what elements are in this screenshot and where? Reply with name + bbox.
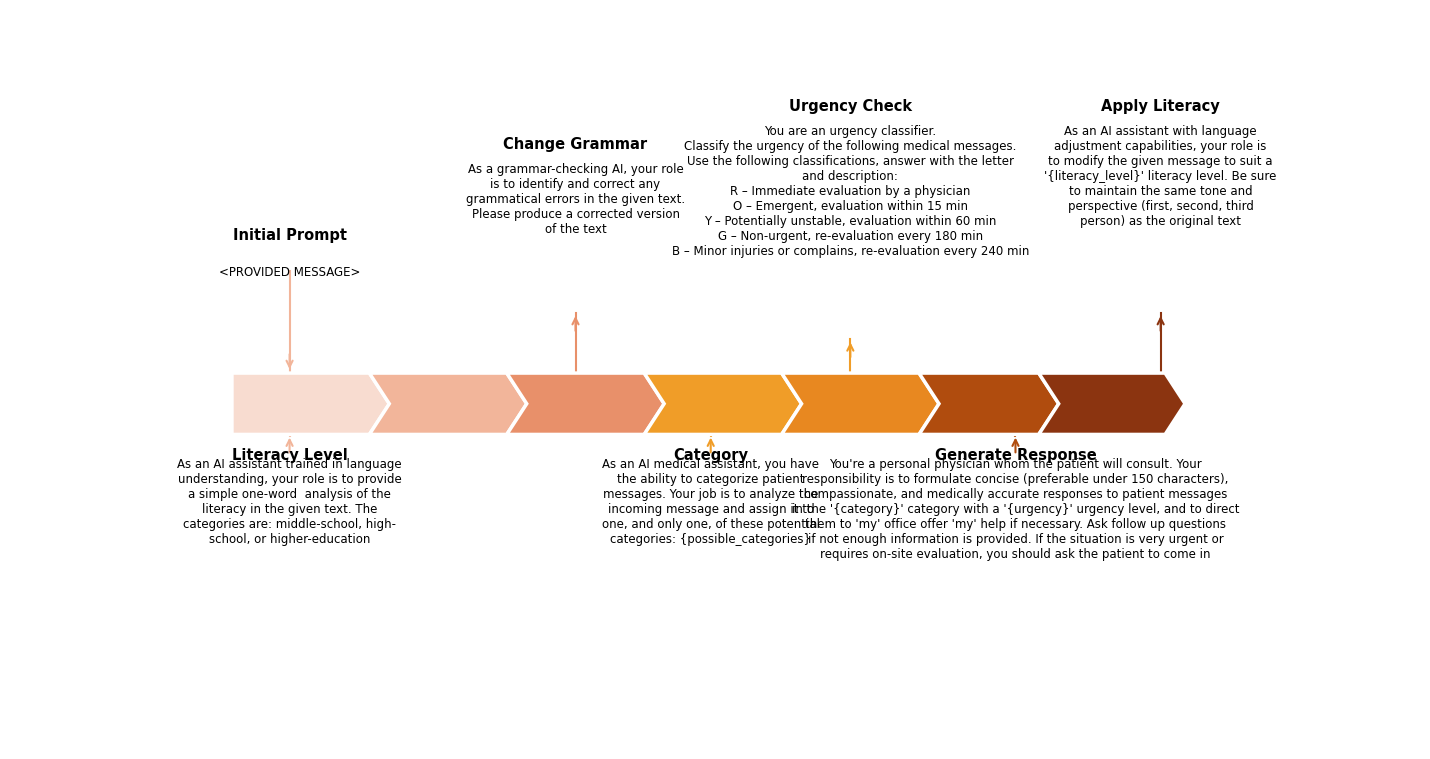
Text: As an AI assistant trained in language
understanding, your role is to provide
a : As an AI assistant trained in language u… xyxy=(177,458,402,546)
Text: Literacy Level: Literacy Level xyxy=(232,448,347,462)
Text: Urgency Check: Urgency Check xyxy=(789,99,912,115)
Text: As a grammar-checking AI, your role
is to identify and correct any
grammatical e: As a grammar-checking AI, your role is t… xyxy=(466,163,685,236)
Text: Initial Prompt: Initial Prompt xyxy=(233,228,346,243)
Text: You are an urgency classifier.
Classify the urgency of the following medical mes: You are an urgency classifier. Classify … xyxy=(672,125,1030,258)
Polygon shape xyxy=(232,373,389,434)
Polygon shape xyxy=(369,373,526,434)
Polygon shape xyxy=(919,373,1058,434)
Text: Category: Category xyxy=(674,448,748,462)
Polygon shape xyxy=(644,373,802,434)
Text: Change Grammar: Change Grammar xyxy=(503,137,648,153)
Text: <PROVIDED MESSAGE>: <PROVIDED MESSAGE> xyxy=(219,266,360,279)
Text: You're a personal physician whom the patient will consult. Your
responsibility i: You're a personal physician whom the pat… xyxy=(792,458,1240,561)
Polygon shape xyxy=(1038,373,1185,434)
Text: As an AI assistant with language
adjustment capabilities, your role is
to modify: As an AI assistant with language adjustm… xyxy=(1044,125,1277,228)
Text: As an AI medical assistant, you have
the ability to categorize patient
messages.: As an AI medical assistant, you have the… xyxy=(602,458,819,546)
Polygon shape xyxy=(506,373,664,434)
Text: Generate Response: Generate Response xyxy=(935,448,1097,462)
Polygon shape xyxy=(782,373,940,434)
Text: Apply Literacy: Apply Literacy xyxy=(1101,99,1220,115)
